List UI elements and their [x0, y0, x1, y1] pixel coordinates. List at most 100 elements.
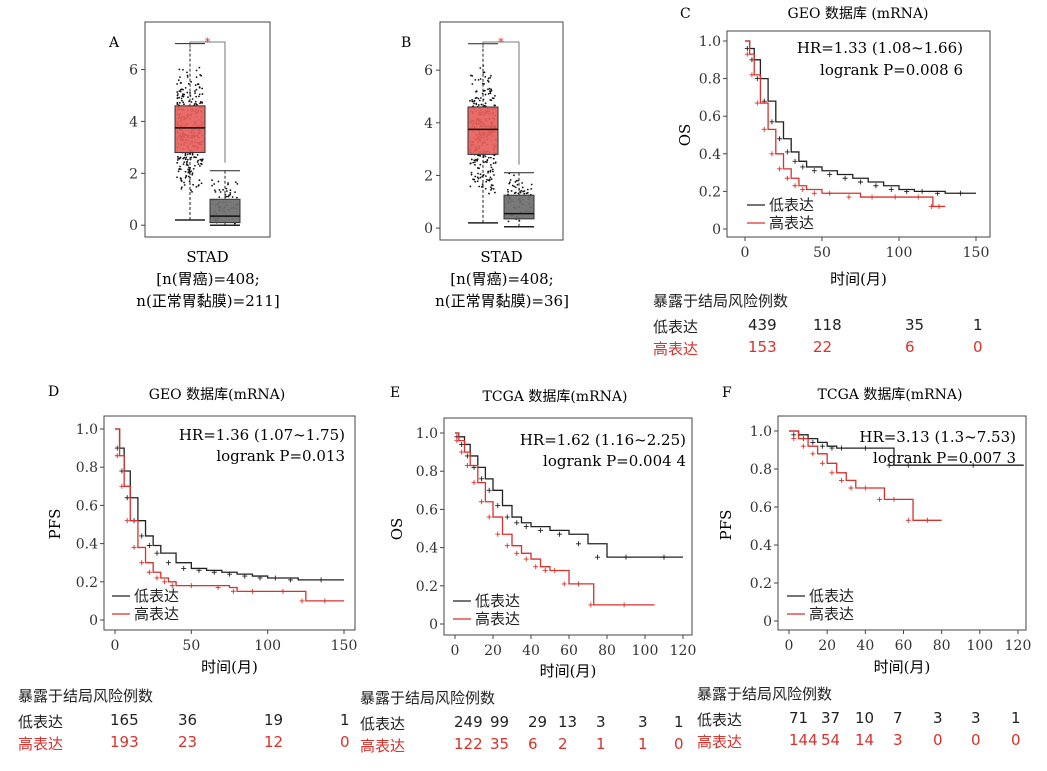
x-axis-label: 时间(月)	[201, 658, 258, 676]
censor-mark	[280, 588, 286, 594]
caption-line: [n(胃癌)=408;	[156, 270, 259, 288]
censor-mark	[769, 119, 775, 125]
data-point	[489, 176, 492, 179]
censor-mark	[124, 518, 130, 524]
x-axis-label: STAD	[186, 248, 228, 266]
censor-mark	[322, 598, 328, 604]
censor-mark	[181, 565, 187, 571]
censor-mark	[891, 496, 897, 502]
x-axis-label: 时间(月)	[830, 270, 887, 288]
km-panel-d: D GEO 数据库(mRNA) 0 0.2 0.4 0.6 0.8 1.0 0 50 100 150 P…	[46, 384, 357, 676]
panel-label: F	[722, 385, 732, 401]
x-tick-label: 100	[254, 638, 281, 654]
censor-mark	[257, 575, 263, 581]
data-point	[201, 87, 204, 90]
data-point	[195, 102, 197, 105]
data-point	[488, 87, 491, 90]
censor-mark	[827, 171, 833, 177]
km-panel-e: E TCGA 数据库(mRNA) 0 0.2 0.4 0.6 0.8 1.0 0 20 40 60 80…	[388, 385, 696, 680]
censor-mark	[819, 460, 825, 466]
plot-frame	[443, 417, 693, 636]
chart-title: TCGA 数据库(mRNA)	[483, 389, 628, 405]
data-point	[190, 80, 193, 83]
data-point	[517, 179, 519, 182]
data-point	[182, 157, 185, 160]
risk-count: 249	[454, 713, 483, 731]
data-point	[506, 188, 509, 191]
x-axis-label: STAD	[480, 248, 522, 266]
data-point	[231, 196, 234, 198]
risk-count: 14	[855, 731, 875, 749]
censor-mark	[928, 203, 934, 209]
significance-marker: *	[205, 36, 211, 49]
risk-row-label: 高表达	[18, 735, 64, 753]
data-point	[487, 88, 489, 91]
x-tick-label: 40	[856, 638, 874, 654]
data-point	[490, 90, 493, 92]
censor-mark	[958, 190, 964, 196]
data-point	[489, 90, 492, 93]
data-point	[477, 104, 480, 106]
data-point	[471, 83, 474, 85]
logrank-p: logrank P=0.004 4	[543, 452, 686, 470]
censor-mark	[504, 543, 510, 549]
censor-mark	[791, 436, 797, 442]
chart-title: TCGA 数据库(mRNA)	[818, 387, 963, 403]
censor-mark	[561, 581, 567, 587]
censor-mark	[595, 554, 600, 560]
censor-mark	[188, 583, 194, 589]
data-point	[225, 195, 228, 198]
data-point	[484, 187, 487, 190]
data-point	[176, 155, 179, 158]
data-point	[185, 156, 188, 159]
data-point	[184, 170, 187, 173]
data-point	[192, 167, 195, 170]
censor-mark	[479, 499, 485, 505]
risk-count: 37	[821, 709, 841, 727]
data-point	[508, 181, 511, 184]
data-point	[479, 67, 482, 69]
data-point	[487, 77, 490, 80]
caption-line: n(正常胃黏膜)=36]	[435, 292, 569, 310]
data-point	[473, 99, 476, 102]
censor-mark	[230, 588, 236, 594]
censor-mark	[459, 441, 465, 447]
censor-mark	[819, 443, 825, 449]
risk-count: 122	[454, 735, 483, 753]
y-tick-label: 1.0	[699, 34, 721, 50]
data-point	[479, 97, 482, 99]
data-point	[487, 156, 490, 159]
data-point	[471, 100, 474, 103]
y-tick-label: 0.4	[416, 541, 438, 557]
data-point	[491, 168, 494, 171]
risk-count: 193	[110, 733, 139, 751]
censor-mark	[829, 470, 835, 476]
censor-mark	[576, 581, 581, 587]
panel-label: A	[108, 35, 120, 51]
data-point	[182, 101, 185, 104]
y-tick-label: 0.6	[750, 500, 772, 516]
risk-table-title: 暴露于结局风险例数	[360, 689, 496, 707]
data-point	[479, 173, 482, 176]
data-point	[477, 79, 480, 81]
data-point	[489, 156, 492, 159]
data-point	[229, 189, 232, 192]
data-point	[225, 187, 228, 190]
y-tick-label: 0.8	[699, 72, 721, 88]
y-tick-label: 0	[89, 613, 98, 629]
data-point	[484, 155, 487, 158]
data-point	[234, 191, 236, 194]
survival-curve	[455, 432, 683, 558]
data-point	[511, 184, 514, 187]
censor-mark	[557, 531, 562, 537]
censor-mark	[486, 487, 492, 493]
data-point	[199, 165, 201, 167]
caption-line: n(正常胃黏膜)=211]	[136, 292, 279, 310]
data-point	[489, 92, 492, 95]
y-tick-label: 0.2	[699, 184, 721, 200]
censor-mark	[169, 583, 175, 589]
data-point	[530, 187, 533, 190]
data-point	[492, 170, 494, 173]
censor-mark	[299, 598, 305, 604]
data-point	[474, 78, 477, 81]
